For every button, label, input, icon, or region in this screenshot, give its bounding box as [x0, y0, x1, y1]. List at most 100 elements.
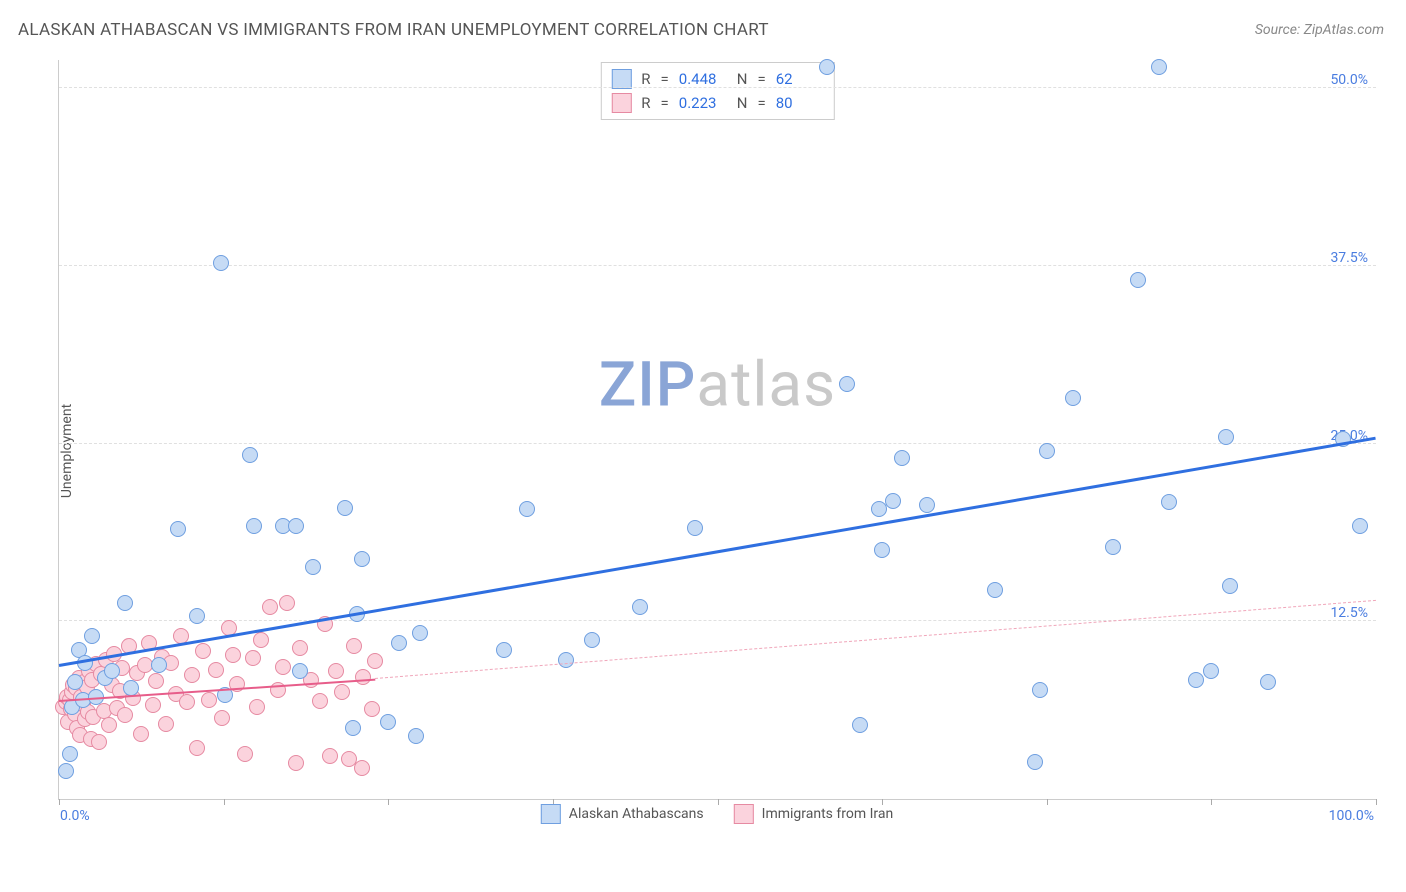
point-alaskan — [62, 746, 78, 762]
point-iran — [91, 734, 107, 750]
point-iran — [355, 669, 371, 685]
point-alaskan — [408, 728, 424, 744]
point-alaskan — [354, 551, 370, 567]
source-prefix: Source: — [1255, 22, 1304, 38]
eq-sign: = — [661, 94, 669, 112]
point-alaskan — [839, 376, 855, 392]
point-alaskan — [1260, 674, 1276, 690]
point-alaskan — [151, 657, 167, 673]
point-alaskan — [519, 501, 535, 517]
point-alaskan — [1039, 443, 1055, 459]
point-alaskan — [170, 521, 186, 537]
point-alaskan — [874, 542, 890, 558]
r-label: R — [641, 70, 650, 88]
point-alaskan — [58, 763, 74, 779]
source-attribution: Source: ZipAtlas.com — [1255, 22, 1384, 38]
point-iran — [275, 659, 291, 675]
legend-item-alaskan: Alaskan Athabascans — [541, 804, 704, 824]
point-alaskan — [412, 625, 428, 641]
eq-sign: = — [661, 70, 669, 88]
point-alaskan — [632, 599, 648, 615]
point-alaskan — [246, 518, 262, 534]
point-alaskan — [852, 717, 868, 733]
point-iran — [237, 746, 253, 762]
legend-label-alaskan: Alaskan Athabascans — [569, 806, 704, 822]
point-alaskan — [885, 493, 901, 509]
point-alaskan — [1218, 429, 1234, 445]
point-alaskan — [1130, 272, 1146, 288]
point-iran — [279, 595, 295, 611]
source-name: ZipAtlas.com — [1304, 22, 1384, 38]
n-label: N — [737, 70, 748, 88]
bottom-legend: Alaskan Athabascans Immigrants from Iran — [541, 804, 893, 824]
point-iran — [328, 663, 344, 679]
legend-item-iran: Immigrants from Iran — [734, 804, 894, 824]
point-iran — [184, 667, 200, 683]
point-alaskan — [213, 255, 229, 271]
point-alaskan — [391, 635, 407, 651]
point-alaskan — [894, 450, 910, 466]
point-iran — [354, 760, 370, 776]
eq-sign: = — [757, 70, 765, 88]
point-iran — [145, 697, 161, 713]
swatch-alaskan — [541, 804, 561, 824]
stats-legend: R = 0.448 N = 62 R = 0.223 N = 80 — [600, 62, 834, 120]
point-iran — [322, 748, 338, 764]
point-iran — [189, 740, 205, 756]
point-alaskan — [1161, 494, 1177, 510]
point-iran — [201, 692, 217, 708]
r-value-alaskan: 0.448 — [679, 70, 727, 88]
x-min-label: 0.0% — [60, 808, 90, 824]
point-alaskan — [305, 559, 321, 575]
point-iran — [334, 684, 350, 700]
point-alaskan — [1151, 59, 1167, 75]
point-alaskan — [496, 642, 512, 658]
point-iran — [208, 662, 224, 678]
chart-container: ALASKAN ATHABASCAN VS IMMIGRANTS FROM IR… — [0, 0, 1406, 892]
point-alaskan — [1203, 663, 1219, 679]
point-alaskan — [380, 714, 396, 730]
trend-iran-dashed — [375, 600, 1376, 679]
point-alaskan — [189, 608, 205, 624]
point-alaskan — [1352, 518, 1368, 534]
n-label: N — [737, 94, 748, 112]
point-alaskan — [687, 520, 703, 536]
trend-alaskan — [59, 437, 1377, 667]
stats-row-iran: R = 0.223 N = 80 — [611, 91, 823, 115]
point-alaskan — [84, 628, 100, 644]
point-alaskan — [104, 663, 120, 679]
point-iran — [262, 599, 278, 615]
watermark-zip: ZIP — [599, 349, 697, 422]
point-iran — [288, 755, 304, 771]
point-alaskan — [1032, 682, 1048, 698]
point-iran — [346, 638, 362, 654]
y-tick-label: 50.0% — [1330, 72, 1368, 88]
chart-area: Unemployment ZIPatlas R = 0.448 N = 62 R — [48, 60, 1386, 842]
point-alaskan — [242, 447, 258, 463]
point-alaskan — [919, 497, 935, 513]
point-iran — [117, 707, 133, 723]
point-iran — [292, 640, 308, 656]
point-alaskan — [337, 500, 353, 516]
n-value-iran: 80 — [776, 94, 824, 112]
point-iran — [148, 673, 164, 689]
point-iran — [364, 701, 380, 717]
legend-label-iran: Immigrants from Iran — [762, 806, 894, 822]
gridline — [59, 265, 1376, 266]
point-alaskan — [558, 652, 574, 668]
x-tick — [1376, 799, 1377, 805]
swatch-alaskan — [611, 69, 631, 89]
y-tick-label: 37.5% — [1330, 250, 1368, 266]
plot-region: ZIPatlas R = 0.448 N = 62 R = 0.223 — [58, 60, 1376, 800]
point-iran — [179, 694, 195, 710]
y-tick-label: 12.5% — [1330, 605, 1368, 621]
point-alaskan — [1105, 539, 1121, 555]
point-iran — [249, 699, 265, 715]
point-iran — [214, 710, 230, 726]
point-alaskan — [345, 720, 361, 736]
point-iran — [158, 716, 174, 732]
point-iran — [195, 643, 211, 659]
point-alaskan — [1027, 754, 1043, 770]
point-alaskan — [819, 59, 835, 75]
gridline — [59, 87, 1376, 88]
